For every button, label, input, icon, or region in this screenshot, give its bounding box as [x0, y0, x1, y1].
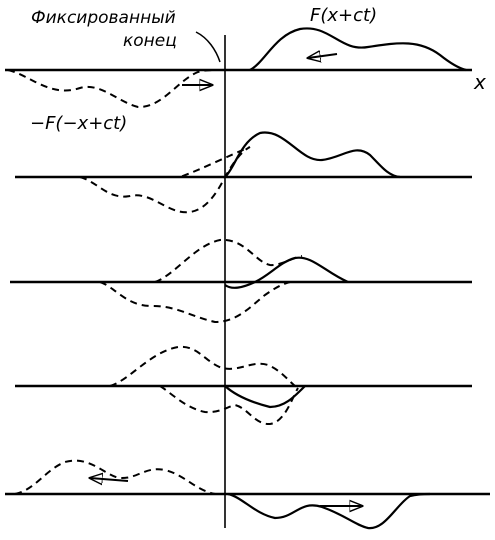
incident-pulse-4 [224, 385, 306, 409]
incident-pulse-1 [249, 27, 467, 72]
panel-2 [15, 131, 472, 214]
fixed-end-pointer [195, 31, 221, 63]
reflected-pulse-5 [14, 459, 216, 495]
x-axis-label: x [474, 70, 486, 94]
fixed-end-label-line2: конец [123, 31, 177, 51]
reflected-pulse-3-upper [154, 238, 303, 283]
reflected-pulse-4-lower [159, 385, 299, 426]
panel-5 [5, 459, 490, 530]
reflected-wave-label: −F(−x+ct) [30, 113, 128, 134]
reflected-pulse-1 [7, 69, 221, 109]
panel-1 [5, 27, 472, 109]
reflected-pulse-3-lower [99, 281, 291, 324]
panel-3 [10, 238, 472, 324]
incident-pulse-5 [227, 492, 431, 530]
fixed-end-label-line1: Фиксированный [31, 8, 176, 28]
panel-4 [15, 345, 472, 426]
reflected-pulse-4-upper [109, 345, 296, 387]
incident-wave-label: F(x+ct) [310, 5, 378, 26]
incident-pulse-3 [224, 256, 349, 289]
reflected-pulse-2 [79, 146, 251, 214]
arrow-reflected-5 [90, 478, 129, 481]
incident-pulse-2 [224, 131, 401, 179]
arrow-incident-1 [308, 54, 338, 58]
